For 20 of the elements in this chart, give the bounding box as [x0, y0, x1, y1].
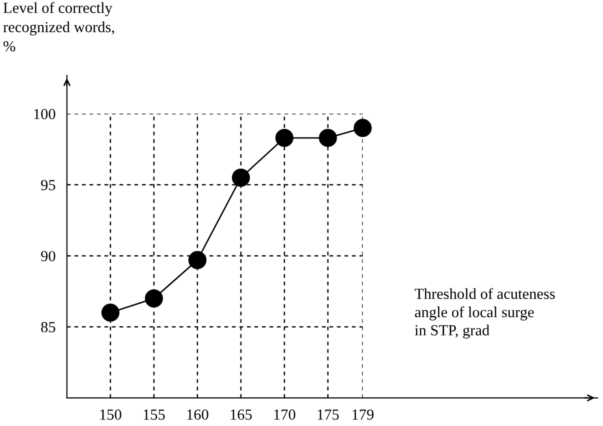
- x-axis-title: Threshold of acuteness angle of local surge in STP, grad: [414, 288, 555, 339]
- x-tick-label: 150: [100, 409, 122, 420]
- point: [275, 128, 294, 147]
- x-tick-label: 175: [318, 410, 339, 420]
- point: [318, 128, 337, 147]
- point: [354, 118, 372, 137]
- x-tick-label: 160: [187, 409, 208, 420]
- x-tick-label: 165: [230, 409, 252, 420]
- point: [232, 168, 250, 187]
- y-tick-label: 100: [34, 108, 56, 120]
- y-axis-title: Level of correctly recognized words, %: [3, 2, 114, 52]
- x-tick-label: 179: [352, 409, 374, 420]
- point: [101, 304, 120, 322]
- y-tick-label: 90: [41, 250, 56, 262]
- y-tick-label: 85: [41, 322, 56, 332]
- point: [144, 289, 163, 308]
- point: [188, 251, 206, 270]
- y-tick-label: 95: [41, 180, 56, 190]
- x-tick-label: 155: [144, 410, 165, 420]
- x-tick-label: 170: [274, 409, 296, 420]
